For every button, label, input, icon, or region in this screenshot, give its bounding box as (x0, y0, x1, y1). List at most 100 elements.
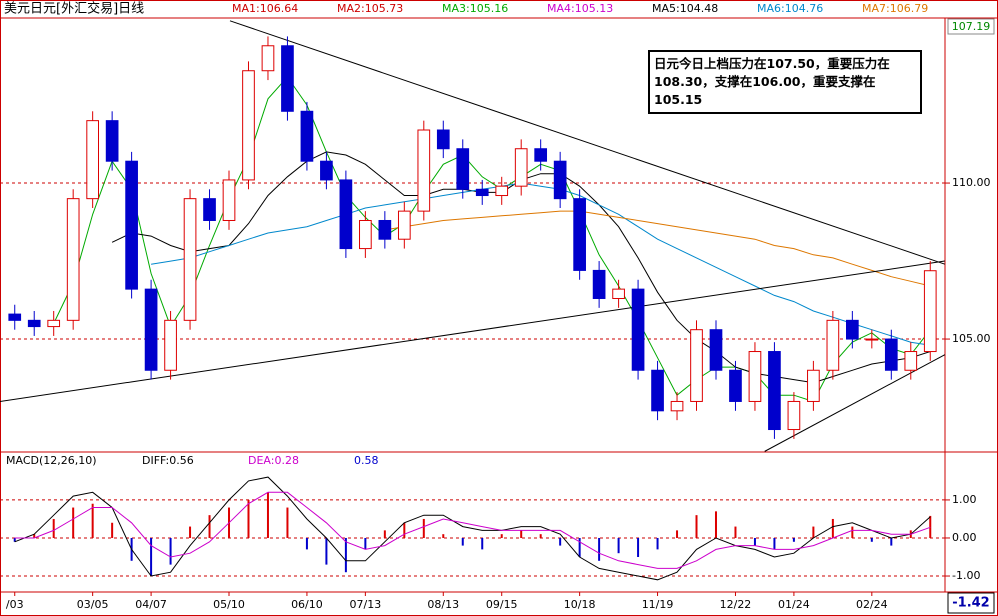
macd-bar (773, 537, 776, 550)
candle-body (884, 338, 898, 371)
ma-label: MA1:106.64 (232, 2, 298, 15)
macd-bar (305, 537, 308, 550)
macd-bar (851, 526, 854, 538)
macd-bar (208, 515, 211, 538)
macd-bar (442, 534, 445, 538)
x-tick-label: 01/24 (778, 598, 810, 611)
ma-label: MA3:105.16 (442, 2, 508, 15)
candle-body (183, 198, 197, 321)
macd-bar (578, 537, 581, 557)
candle-body (826, 319, 840, 371)
candle-body (846, 319, 859, 340)
macd-bar (870, 537, 873, 542)
x-tick-label: /03 (6, 598, 24, 611)
macd-bar (169, 537, 172, 565)
candle-body (144, 288, 158, 371)
candle-body (612, 288, 625, 299)
candle-body (339, 179, 353, 250)
moving-average (53, 76, 931, 403)
macd-bar (403, 522, 406, 538)
macd-bar (72, 507, 75, 538)
candle-body (553, 160, 567, 200)
macd-bar (383, 530, 386, 538)
macd-bar (364, 537, 367, 550)
candle-body (787, 400, 801, 431)
ma-label: MA6:104.76 (757, 2, 823, 15)
macd-bar (111, 522, 114, 538)
ma-label: MA5:104.48 (652, 2, 718, 15)
macd-bar (539, 534, 542, 538)
trendline (229, 20, 946, 265)
candle-body (923, 270, 937, 353)
candle-body (807, 369, 820, 402)
candle-body (865, 338, 879, 341)
candle-body (397, 210, 411, 240)
macd-bar (52, 518, 55, 538)
annotation: 日元今日上档压力在107.50，重要压力在108.30，支撑在106.00，重要… (648, 50, 922, 114)
y-tick-label: 0.00 (952, 531, 977, 544)
last-price: 107.19 (952, 20, 991, 33)
moving-average (384, 210, 931, 287)
cursor-value-box (947, 592, 995, 614)
x-tick-label: 09/15 (486, 598, 518, 611)
y-tick-label: 105.00 (952, 332, 991, 345)
x-tick-label: 07/13 (350, 598, 382, 611)
candle-body (378, 219, 392, 240)
moving-average (151, 182, 931, 346)
trendline (764, 354, 946, 452)
last-price-box (947, 18, 995, 35)
macd-bar (344, 537, 347, 573)
macd-bar (247, 499, 250, 538)
macd-bar (890, 537, 893, 546)
macd-bar (714, 511, 717, 538)
candle-body (573, 198, 586, 271)
candle-body (456, 148, 470, 190)
x-tick-label: 04/07 (135, 598, 167, 611)
candle-body (592, 269, 606, 299)
macd-bar (286, 507, 289, 538)
candle-body (690, 329, 703, 402)
candle-body (768, 351, 781, 431)
macd-bar (266, 492, 269, 538)
macd-bar (461, 537, 464, 546)
y-tick-label: 110.00 (952, 176, 991, 189)
y-tick-label: 1.00 (952, 493, 977, 506)
macd-bar (637, 537, 640, 557)
candle-body (729, 369, 742, 402)
candle-body (242, 70, 255, 181)
macd-bar (598, 537, 601, 561)
candle-body (475, 188, 489, 197)
x-tick-label: 06/10 (291, 598, 323, 611)
candle-body (514, 148, 528, 187)
macd-bar (13, 537, 16, 542)
x-tick-label: 11/19 (642, 598, 674, 611)
macd-bar (656, 537, 659, 550)
x-tick-label: 08/13 (427, 598, 459, 611)
ma-label: MA2:105.73 (337, 2, 403, 15)
candle-body (281, 45, 294, 112)
candle-body (359, 219, 372, 250)
dea-line (14, 491, 931, 569)
candle-body (27, 319, 41, 328)
macd-value: 0.58 (354, 454, 379, 467)
diff-line (14, 476, 931, 581)
candle-body (417, 129, 431, 212)
macd-bar (617, 537, 620, 554)
candle-body (222, 179, 236, 221)
cursor-value: -1.42 (952, 596, 989, 611)
trendline (0, 260, 945, 402)
candle-body (651, 369, 664, 412)
candle-body (8, 313, 22, 321)
macd-bar (734, 526, 737, 538)
candle-body (125, 160, 138, 290)
candle-body (670, 400, 684, 412)
macd-bar (831, 518, 834, 538)
chart-title: 美元日元[外汇交易]日线 (4, 1, 144, 17)
macd-bar (812, 526, 815, 538)
candle-body (631, 288, 645, 371)
macd-bar (753, 537, 756, 546)
candle-body (534, 148, 548, 162)
macd-bar (422, 518, 425, 538)
